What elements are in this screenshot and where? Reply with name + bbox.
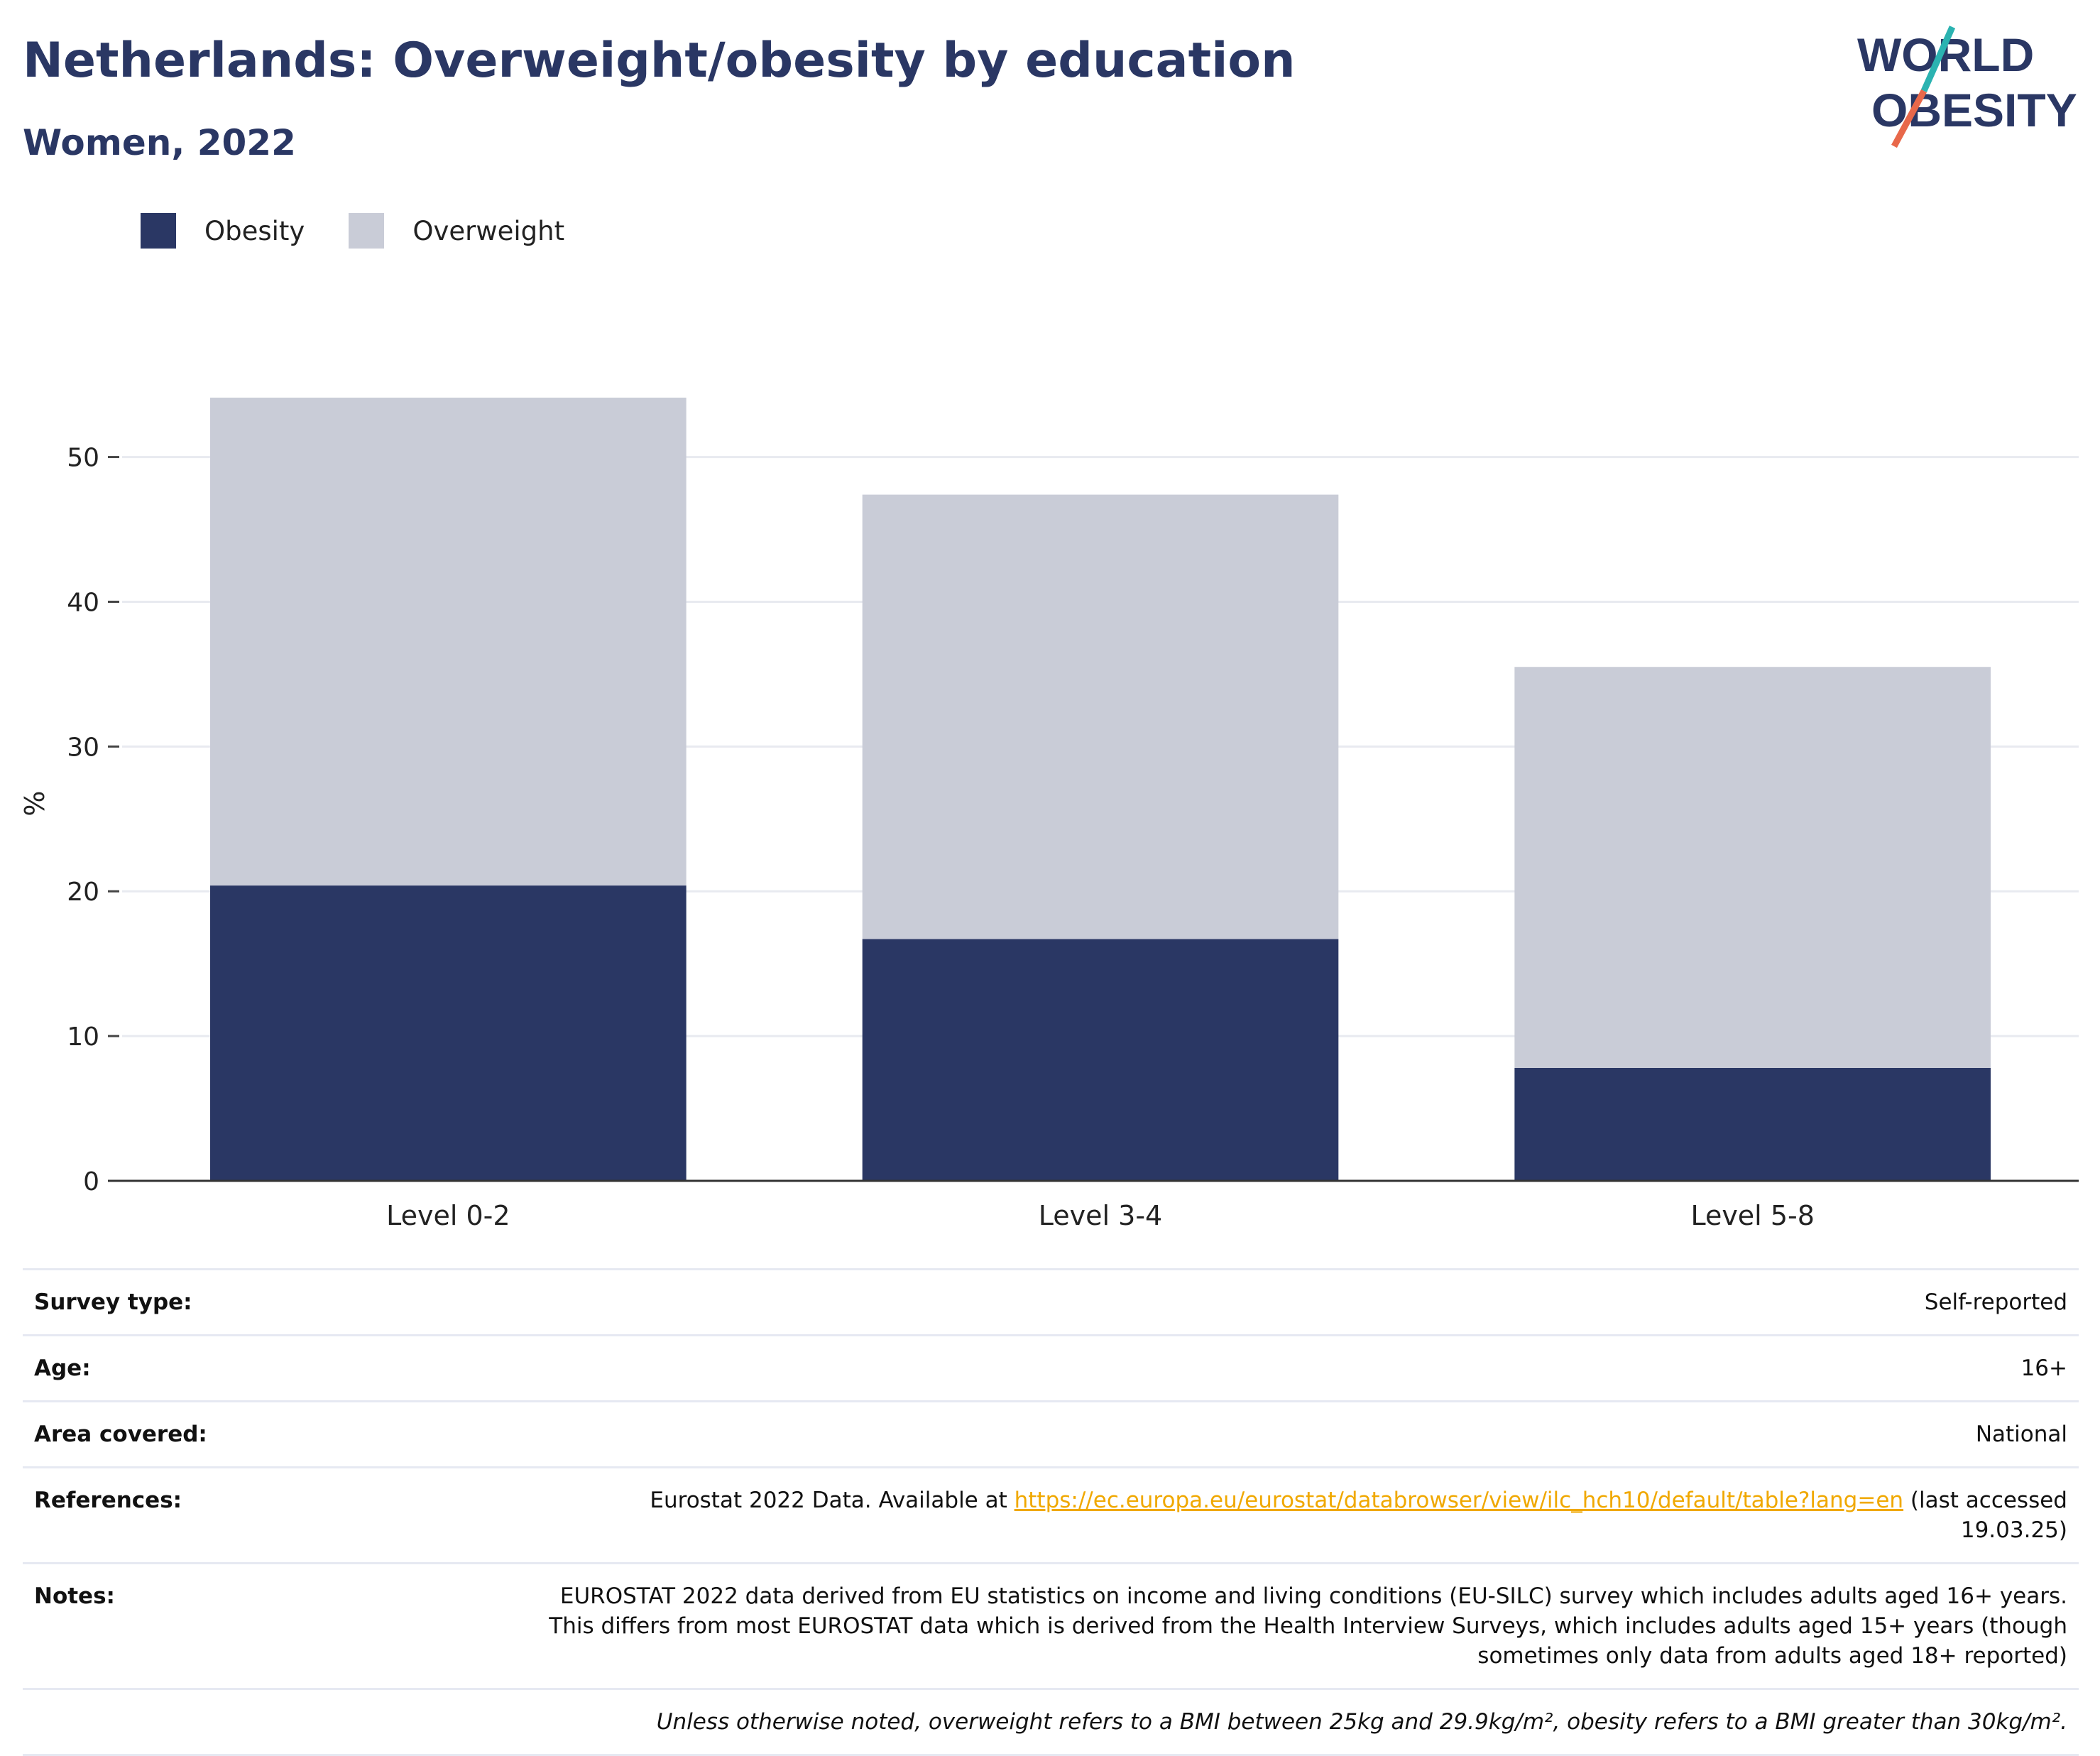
- bar-obesity-3[interactable]: [1514, 1067, 1991, 1181]
- y-tick-label: 30: [67, 733, 99, 762]
- meta-row-references: References: Eurostat 2022 Data. Availabl…: [23, 1466, 2079, 1562]
- bar-overweight-3[interactable]: [1514, 667, 1991, 1068]
- x-tick-label: Level 3-4: [1039, 1200, 1162, 1228]
- meta-row-footnote: Unless otherwise noted, overweight refer…: [23, 1688, 2079, 1756]
- y-tick-label: 40: [67, 588, 99, 617]
- meta-value: National: [1975, 1422, 2067, 1447]
- chart-subtitle: Women, 2022: [23, 122, 296, 163]
- meta-value: EUROSTAT 2022 data derived from EU stati…: [549, 1583, 2067, 1669]
- meta-row-notes: Notes: EUROSTAT 2022 data derived from E…: [23, 1562, 2079, 1688]
- x-tick-label: Level 0-2: [386, 1200, 510, 1228]
- meta-row-age: Age: 16+: [23, 1334, 2079, 1400]
- meta-row-area-covered: Area covered: National: [23, 1400, 2079, 1466]
- bmi-footnote: Unless otherwise noted, overweight refer…: [656, 1709, 2067, 1735]
- reference-suffix: (last accessed 19.03.25): [1903, 1488, 2067, 1543]
- y-tick-label: 20: [67, 878, 99, 907]
- logo-slash-top: [1920, 26, 1956, 92]
- x-axis-ticks: Level 0-2 Level 3-4 Level 5-8: [386, 1200, 1815, 1228]
- legend-swatch-obesity: [141, 213, 176, 249]
- legend-item-overweight[interactable]: Overweight: [349, 213, 564, 249]
- legend-label-overweight: Overweight: [412, 215, 565, 246]
- bar-obesity-2[interactable]: [862, 939, 1339, 1181]
- bars: [210, 398, 1991, 1181]
- bar-overweight-1[interactable]: [210, 398, 687, 886]
- meta-label: Survey type:: [34, 1289, 192, 1315]
- y-axis-ticks: 0 10 20 30 40 50: [67, 444, 119, 1196]
- y-tick-label: 0: [83, 1167, 99, 1196]
- legend-item-obesity[interactable]: Obesity: [141, 213, 305, 249]
- meta-label: References:: [34, 1488, 182, 1513]
- bar-obesity-1[interactable]: [210, 885, 687, 1181]
- x-tick-label: Level 5-8: [1690, 1200, 1814, 1228]
- meta-value: Eurostat 2022 Data. Available at https:/…: [647, 1485, 2067, 1545]
- reference-prefix: Eurostat 2022 Data. Available at: [650, 1488, 1015, 1513]
- meta-label: Notes:: [34, 1583, 115, 1609]
- y-tick-label: 50: [67, 444, 99, 473]
- meta-label: Age:: [34, 1356, 91, 1381]
- metadata-table: Survey type: Self-reported Age: 16+ Area…: [23, 1268, 2079, 1756]
- bar-overweight-2[interactable]: [862, 494, 1339, 939]
- meta-value: Self-reported: [1924, 1289, 2067, 1315]
- legend-swatch-overweight: [349, 213, 385, 249]
- logo-slash-bottom: [1891, 89, 1927, 148]
- meta-value: 16+: [2020, 1356, 2067, 1381]
- reference-link[interactable]: https://ec.europa.eu/eurostat/databrowse…: [1014, 1488, 1904, 1513]
- y-axis-label: %: [19, 790, 50, 816]
- chart-legend: Obesity Overweight: [141, 212, 608, 250]
- world-obesity-logo: WORLD OBESITY: [1857, 26, 2077, 148]
- chart-title: Netherlands: Overweight/obesity by educa…: [23, 33, 1296, 89]
- meta-label: Area covered:: [34, 1422, 207, 1447]
- y-tick-label: 10: [67, 1022, 99, 1052]
- meta-row-survey-type: Survey type: Self-reported: [23, 1268, 2079, 1334]
- legend-label-obesity: Obesity: [204, 215, 305, 246]
